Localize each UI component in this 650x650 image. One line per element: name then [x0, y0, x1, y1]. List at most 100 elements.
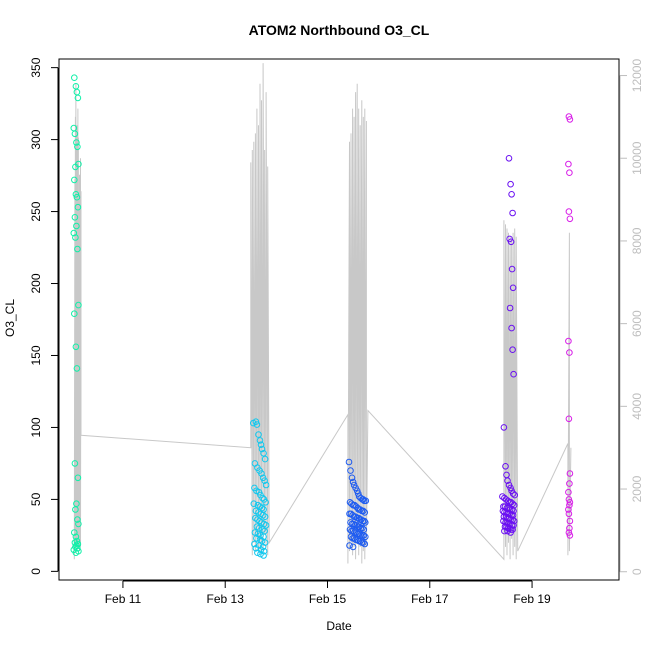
chart-title: ATOM2 Northbound O3_CL [249, 22, 430, 38]
data-point [255, 431, 262, 438]
data-point [362, 497, 370, 505]
data-point [256, 437, 264, 444]
data-point [71, 74, 78, 81]
data-point [74, 94, 82, 102]
data-point [70, 229, 78, 237]
data-point [566, 169, 573, 176]
data-point [348, 500, 355, 508]
data-point [361, 509, 369, 516]
x-tick-label: Feb 15 [309, 592, 347, 606]
data-point [566, 532, 574, 539]
data-point [508, 265, 516, 273]
data-point [74, 203, 82, 211]
data-point [566, 524, 573, 532]
data-point [72, 191, 80, 198]
y-tick-label: 200 [29, 273, 43, 293]
y-tick-label: 0 [29, 568, 43, 575]
data-point [260, 552, 267, 559]
y2-tick-label: 4000 [630, 393, 644, 420]
data-point [508, 191, 515, 198]
data-point [566, 470, 574, 477]
data-point [350, 520, 357, 528]
data-point [566, 480, 573, 487]
data-point [259, 511, 267, 519]
data-point [253, 421, 261, 428]
data-point [261, 477, 268, 485]
data-point [262, 499, 269, 506]
data-point [565, 488, 572, 496]
data-point [72, 506, 79, 513]
y-tick-label: 250 [29, 201, 43, 221]
data-point [361, 517, 368, 525]
data-point [258, 470, 265, 477]
data-point [346, 526, 354, 533]
data-point [71, 310, 78, 318]
data-point [510, 370, 517, 378]
data-point [257, 550, 264, 558]
data-points [70, 74, 574, 559]
data-point [565, 529, 573, 536]
data-point [566, 215, 574, 223]
data-point [262, 481, 270, 489]
plot-border [58, 58, 620, 581]
data-point [72, 343, 80, 351]
y2-tick-label: 8000 [630, 227, 644, 254]
data-point [257, 441, 265, 449]
data-point [73, 365, 81, 372]
data-point [350, 535, 358, 542]
data-point [348, 474, 356, 482]
data-point [505, 155, 513, 162]
data-point [509, 490, 517, 497]
data-point [509, 209, 516, 217]
data-point [71, 214, 79, 221]
x-axis-label: Date [326, 619, 352, 633]
data-point [362, 519, 369, 526]
data-point [356, 506, 364, 513]
data-point [565, 506, 572, 513]
data-point [566, 499, 574, 506]
y-tick-label: 100 [29, 417, 43, 437]
data-point [74, 516, 81, 523]
data-point [262, 522, 270, 529]
data-point [74, 474, 82, 482]
data-point [508, 324, 515, 332]
y-axis-label: O3_CL [3, 299, 17, 337]
y2-tick-label: 6000 [630, 310, 644, 337]
x-tick-label: Feb 13 [207, 592, 245, 606]
data-point [250, 500, 258, 508]
data-point [261, 455, 269, 463]
data-point [259, 494, 266, 502]
data-point [258, 445, 266, 453]
data-point [254, 549, 261, 557]
data-point [565, 208, 573, 215]
data-point [252, 418, 260, 426]
data-point [71, 176, 78, 184]
data-point [500, 424, 508, 431]
data-point [73, 193, 81, 201]
data-point [251, 529, 259, 536]
data-point [260, 450, 267, 457]
data-point [566, 349, 573, 356]
data-point [355, 530, 363, 538]
data-point [347, 467, 354, 474]
data-point [74, 143, 81, 151]
y2-tick-label: 12000 [630, 59, 644, 93]
data-point [359, 524, 366, 532]
data-point [75, 301, 82, 309]
y-tick-label: 50 [29, 492, 43, 506]
data-point [360, 539, 367, 546]
data-point [566, 116, 574, 123]
data-point [73, 222, 80, 230]
data-point [353, 487, 361, 495]
y-tick-label: 300 [29, 129, 43, 149]
x-tick-label: Feb 17 [411, 592, 449, 606]
y-tick-label: 350 [29, 57, 43, 77]
plot-area [58, 58, 620, 581]
data-point [565, 510, 573, 518]
data-point [347, 533, 355, 541]
data-point [565, 160, 572, 168]
data-point [506, 304, 514, 312]
data-point [507, 180, 514, 188]
